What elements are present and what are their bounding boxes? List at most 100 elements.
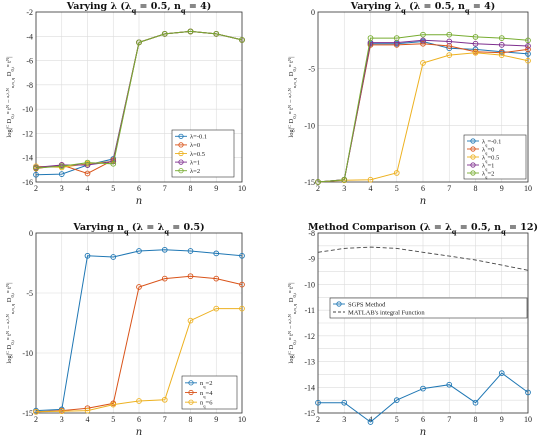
data-point <box>110 254 117 260</box>
data-point <box>58 171 65 177</box>
x-tick-label: 5 <box>111 415 115 424</box>
x-tick-label: 7 <box>447 184 451 193</box>
data-point <box>472 34 479 40</box>
x-tick-label: 2 <box>34 184 38 193</box>
series-line <box>317 52 529 183</box>
series-line <box>35 308 242 413</box>
x-tick-label: 5 <box>395 415 399 424</box>
y-tick-label: -5 <box>308 65 315 74</box>
legend-entry: λq=-0.1 <box>482 138 501 147</box>
x-tick-label: 6 <box>137 184 141 193</box>
chart-title: Method Comparison (λ = λq = 0.5, nq = 12… <box>308 222 538 236</box>
data-point <box>341 176 348 183</box>
legend-entry: MATLAB's integral Function <box>348 309 425 316</box>
legend-entry: λq=1 <box>482 162 494 171</box>
data-point <box>33 408 39 415</box>
legend-entry: nq=6 <box>200 399 213 408</box>
data-point <box>239 37 245 43</box>
series-line <box>318 372 529 423</box>
data-point <box>33 165 39 171</box>
x-tick-label: 10 <box>524 415 532 424</box>
series-line <box>35 275 243 413</box>
series-line <box>317 246 529 271</box>
y-tick-label: -10 <box>22 105 33 114</box>
series-line <box>317 34 529 183</box>
data-point <box>446 38 453 45</box>
legend-swatch-marker <box>470 146 476 152</box>
chart-panel-3: 2 3 4 5 6 7 8 9 10 -15 -10 -5 0 Varying nq (λ = λq = … <box>5 222 247 438</box>
x-tick-label: 10 <box>238 184 246 193</box>
y-tick-label: -12 <box>304 332 315 341</box>
data-point <box>367 35 374 41</box>
x-tick-label: 4 <box>369 184 373 193</box>
legend-swatch-marker <box>188 380 194 386</box>
legend-entry: λq=0 <box>482 146 494 155</box>
x-tick-label: 3 <box>60 415 64 424</box>
x-tick-label: 7 <box>163 415 167 424</box>
x-tick-label: 6 <box>137 415 141 424</box>
legend-swatch-marker <box>178 150 184 157</box>
data-point <box>136 248 142 254</box>
legend: λ=-0.1λ=0 λ=0.5λ=1 λ=2 <box>171 129 235 178</box>
data-point <box>110 160 117 167</box>
x-tick-label: 5 <box>111 184 115 193</box>
series-line <box>35 30 243 169</box>
plot-frame <box>35 11 243 183</box>
legend-entry: nq=2 <box>200 380 212 389</box>
x-tick-label: 3 <box>60 184 64 193</box>
data-point <box>367 176 374 183</box>
y-tick-label: -11 <box>305 306 315 315</box>
y-tick-label: -4 <box>26 32 33 41</box>
legend-swatch-marker <box>470 138 476 144</box>
data-point <box>187 273 194 280</box>
plot-frame <box>317 11 529 183</box>
data-point <box>136 284 142 290</box>
data-point <box>161 396 168 403</box>
data-point <box>498 35 505 41</box>
y-tick-label: -8 <box>26 81 33 90</box>
legend-swatch-marker <box>470 154 476 160</box>
y-tick-label: -10 <box>304 121 315 130</box>
y-tick-label: 0 <box>311 8 315 17</box>
y-tick-label: 0 <box>29 229 33 238</box>
y-tick-label: -12 <box>22 129 33 138</box>
y-axis-label: log|C D0,tα tN − a,λ,Nn,n_q D0,tα tN| <box>287 56 298 137</box>
x-tick-label: 6 <box>421 415 425 424</box>
legend: nq=2nq=4nq=6 <box>181 375 238 410</box>
series-line <box>35 249 243 412</box>
y-tick-label: -14 <box>304 383 315 392</box>
x-tick-label: 6 <box>421 184 425 193</box>
x-tick-label: 8 <box>189 415 193 424</box>
data-point <box>58 408 65 415</box>
x-tick-label: 10 <box>238 415 246 424</box>
y-tick-label: -5 <box>26 289 33 298</box>
data-point <box>341 399 348 406</box>
x-tick-label: 3 <box>342 415 346 424</box>
data-point <box>420 40 426 47</box>
data-point <box>187 317 194 324</box>
plot-frame <box>35 232 243 414</box>
data-point <box>239 281 245 288</box>
chart-title: Varying λ (λq = 0.5, nq = 4) <box>66 1 211 15</box>
legend-entry: nq=4 <box>200 390 213 399</box>
x-tick-label: 9 <box>214 184 218 193</box>
data-point <box>498 42 505 48</box>
data-point <box>84 170 91 177</box>
data-point <box>213 31 220 37</box>
data-point <box>239 305 245 312</box>
x-tick-label: 9 <box>214 415 218 424</box>
data-point <box>525 46 531 53</box>
x-tick-label: 7 <box>163 184 167 193</box>
y-tick-label: -15 <box>22 409 33 418</box>
data-point <box>161 246 168 253</box>
data-point <box>33 171 39 178</box>
x-tick-label: 7 <box>447 415 451 424</box>
data-point <box>315 179 321 185</box>
x-tick-label: 8 <box>474 415 478 424</box>
data-point <box>136 398 142 404</box>
chart-panel-1: 2 3 4 5 6 7 8 9 10 -16 -14 -12 -10 -8 -6 -4 -2 Varying λ … <box>5 1 247 207</box>
data-point <box>446 381 453 388</box>
data-point <box>525 389 531 396</box>
